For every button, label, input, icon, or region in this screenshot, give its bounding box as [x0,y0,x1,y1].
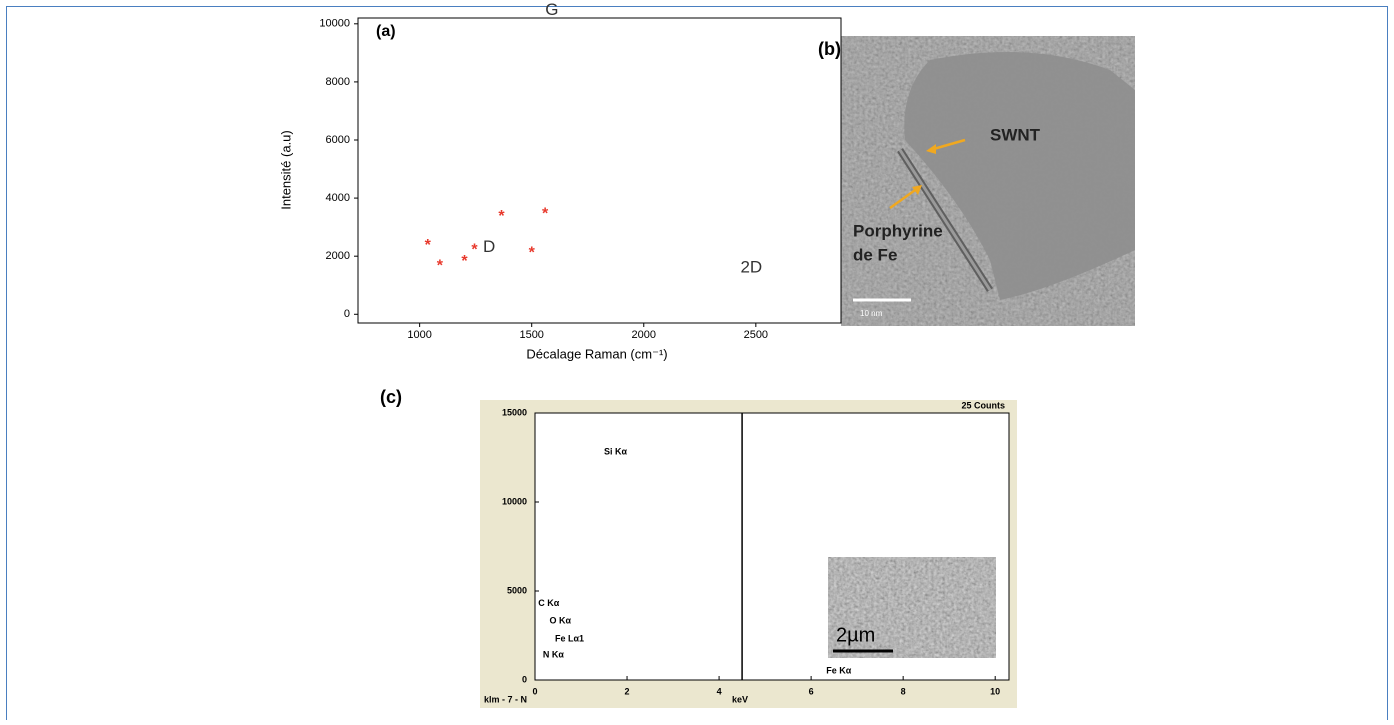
y-tick-label: 6000 [326,134,350,146]
x-tick-label: 0 [532,686,537,696]
page-border [6,6,1388,725]
panel-label: (b) [818,39,841,59]
y-tick-label: 15000 [502,407,527,417]
micrograph [841,36,1135,326]
image-label: de Fe [853,245,897,264]
peak-marker: * [471,242,478,259]
y-axis-label: Intensité (a.u) [278,130,293,210]
y-tick-label: 0 [344,308,350,320]
y-tick-label: 4000 [326,192,350,204]
peak-marker: * [498,208,505,225]
annotation: C Kα [538,598,559,608]
annotation: Fe Kα [826,665,852,675]
peak-marker: * [542,205,549,222]
x-tick-label: 4 [717,686,722,696]
peak-marker: * [461,253,468,270]
y-tick-label: 2000 [326,250,350,262]
x-axis-label: Décalage Raman (cm⁻¹) [526,346,667,361]
y-tick-label: 5000 [507,585,527,595]
image-label: SWNT [990,125,1041,144]
y-tick-label: 10000 [502,496,527,506]
annotation: N Kα [543,649,564,659]
footer-label: klm - 7 - N [484,694,527,704]
annotation: D [483,237,495,256]
scale-label: 10 nm [860,309,883,318]
peak-marker: * [425,237,432,254]
plot-area [357,17,842,324]
x-tick-label: 6 [809,686,814,696]
peak-marker: * [529,245,536,262]
x-tick-label: 2000 [632,329,656,341]
x-axis-label: keV [732,694,748,704]
panel-label: (a) [376,23,396,40]
y-tick-label: 10000 [319,18,350,30]
panel-label: (c) [380,387,402,407]
x-tick-label: 2500 [744,329,768,341]
inset-image [828,557,996,658]
annotation: O Kα [550,616,572,626]
y-tick-label: 0 [522,674,527,684]
annotation: Si Kα [604,447,628,457]
x-tick-label: 1000 [407,329,431,341]
x-tick-label: 10 [990,686,1000,696]
y-tick-label: 8000 [326,76,350,88]
annotation: 2D [740,257,762,276]
x-tick-label: 1500 [519,329,543,341]
inset-scale: 2µm [836,624,875,646]
image-label: Porphyrine [853,221,943,240]
x-tick-label: 8 [901,686,906,696]
annotation: Fe Lα1 [555,633,584,643]
annotation: G [545,0,558,19]
corner-label: 25 Counts [961,400,1005,410]
x-tick-label: 2 [625,686,630,696]
peak-marker: * [437,258,444,275]
